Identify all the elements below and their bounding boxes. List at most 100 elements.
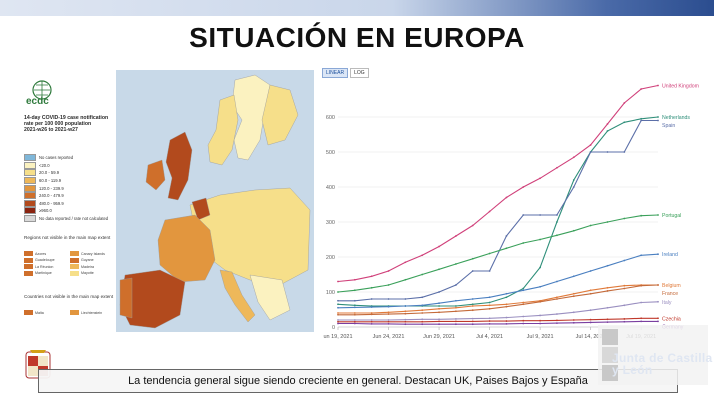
series-point-6 bbox=[370, 313, 373, 316]
series-point-2 bbox=[370, 298, 373, 300]
series-point-9 bbox=[488, 322, 491, 325]
series-point-4 bbox=[640, 254, 643, 257]
legend-label: No data reported / rate not calculated bbox=[39, 216, 109, 222]
series-point-5 bbox=[505, 303, 508, 306]
series-point-8 bbox=[539, 319, 542, 322]
series-point-8 bbox=[471, 320, 474, 323]
series-point-7 bbox=[337, 319, 339, 321]
series-point-5 bbox=[606, 286, 609, 289]
y-tick-label: 200 bbox=[326, 255, 335, 261]
series-point-4 bbox=[572, 275, 575, 278]
legend-swatch bbox=[24, 199, 36, 207]
series-point-0 bbox=[505, 196, 508, 199]
legend-swatch bbox=[24, 154, 36, 162]
series-point-9 bbox=[387, 322, 390, 325]
series-point-3 bbox=[387, 284, 390, 286]
series-point-2 bbox=[556, 214, 558, 216]
series-point-5 bbox=[337, 312, 339, 314]
regions-swatch bbox=[24, 257, 33, 263]
series-end-label: Spain bbox=[662, 123, 675, 129]
legend-label: 240.0 - 479.9 bbox=[39, 193, 64, 199]
legend-label: ≥960.0 bbox=[39, 208, 52, 214]
series-point-9 bbox=[657, 320, 659, 323]
countries-item: Liechtenstein bbox=[70, 310, 112, 315]
regions-swatch bbox=[70, 257, 79, 263]
series-point-1 bbox=[522, 287, 525, 290]
series-point-6 bbox=[657, 284, 659, 286]
series-point-7 bbox=[657, 300, 659, 303]
legend-label: 480.0 - 959.9 bbox=[39, 200, 64, 206]
legend-swatch bbox=[24, 207, 36, 215]
series-point-0 bbox=[488, 210, 491, 213]
series-point-7 bbox=[539, 314, 542, 317]
series-point-4 bbox=[589, 270, 592, 272]
y-tick-label: 600 bbox=[326, 115, 335, 121]
series-point-6 bbox=[572, 295, 575, 298]
series-point-2 bbox=[353, 299, 356, 302]
series-point-1 bbox=[454, 305, 457, 307]
series-point-7 bbox=[640, 301, 643, 304]
series-point-3 bbox=[488, 252, 491, 255]
regions-item: Guyane bbox=[70, 257, 112, 263]
series-point-6 bbox=[421, 312, 424, 314]
legend-swatch bbox=[24, 177, 36, 185]
series-point-5 bbox=[421, 309, 424, 312]
series-point-7 bbox=[522, 315, 525, 318]
regions-swatch bbox=[24, 270, 33, 276]
series-point-7 bbox=[421, 318, 424, 321]
series-point-4 bbox=[387, 305, 390, 308]
series-point-2 bbox=[657, 119, 659, 122]
series-point-9 bbox=[522, 322, 525, 325]
series-point-7 bbox=[505, 316, 508, 319]
junta-brand-text: Junta de Castilla y León bbox=[612, 351, 713, 377]
y-tick-label: 300 bbox=[326, 220, 335, 226]
series-point-5 bbox=[353, 312, 356, 314]
series-point-8 bbox=[589, 318, 592, 321]
chart-svg: 0 100 200 300 400 500 600 un 19, 2021 Jun 24, 20… bbox=[323, 84, 699, 341]
series-point-3 bbox=[556, 234, 558, 237]
series-point-0 bbox=[589, 144, 592, 146]
linear-scale-button[interactable]: LINEAR bbox=[322, 68, 349, 78]
x-tick-label: Jul 4, 2021 bbox=[476, 334, 503, 340]
series-point-5 bbox=[438, 307, 440, 310]
regions-label: Guadeloupe bbox=[35, 258, 55, 262]
scale-toggle[interactable]: LINEAR LOG bbox=[322, 68, 371, 78]
y-tick-label: 100 bbox=[326, 290, 335, 296]
series-point-3 bbox=[572, 229, 575, 232]
series-point-7 bbox=[438, 318, 440, 321]
series-point-2 bbox=[421, 296, 424, 299]
ecdc-logo bbox=[32, 80, 52, 100]
series-point-0 bbox=[353, 278, 356, 281]
regions-label: Madeira bbox=[81, 264, 94, 269]
countries-label: Liechtenstein bbox=[81, 310, 103, 315]
regions-label: Martinique bbox=[35, 271, 52, 275]
series-end-label: Czechia bbox=[662, 316, 681, 322]
series-point-9 bbox=[404, 323, 407, 326]
series-point-8 bbox=[556, 319, 558, 322]
series-point-4 bbox=[657, 253, 659, 256]
legend-item: 120.0 - 239.9 bbox=[24, 184, 114, 192]
series-point-3 bbox=[337, 291, 339, 293]
cases-line-chart: 0 100 200 300 400 500 600 un 19, 2021 Jun 24, 20… bbox=[316, 64, 714, 349]
series-end-label: United Kingdom bbox=[662, 84, 699, 90]
series-point-2 bbox=[404, 298, 407, 300]
series-point-8 bbox=[606, 318, 609, 321]
series-point-1 bbox=[640, 117, 643, 120]
series-point-7 bbox=[454, 318, 457, 320]
series-point-7 bbox=[353, 319, 356, 321]
series-point-5 bbox=[556, 296, 558, 299]
series-point-2 bbox=[505, 235, 508, 237]
series-point-1 bbox=[505, 296, 508, 299]
series-point-0 bbox=[337, 280, 339, 283]
legend-item: 60.0 - 119.9 bbox=[24, 177, 114, 185]
legend-label: <20.0 bbox=[39, 162, 50, 168]
legend-swatch bbox=[24, 215, 36, 223]
series-point-6 bbox=[589, 292, 592, 295]
series-line-6 bbox=[338, 284, 659, 316]
series-point-1 bbox=[623, 121, 626, 124]
regions-grid: Azores Canary Islands Guadeloupe Guyane La R… bbox=[24, 251, 112, 276]
series-point-2 bbox=[471, 270, 474, 272]
series-point-6 bbox=[505, 305, 508, 308]
junta-emblem bbox=[598, 325, 708, 385]
log-scale-button[interactable]: LOG bbox=[350, 68, 369, 78]
